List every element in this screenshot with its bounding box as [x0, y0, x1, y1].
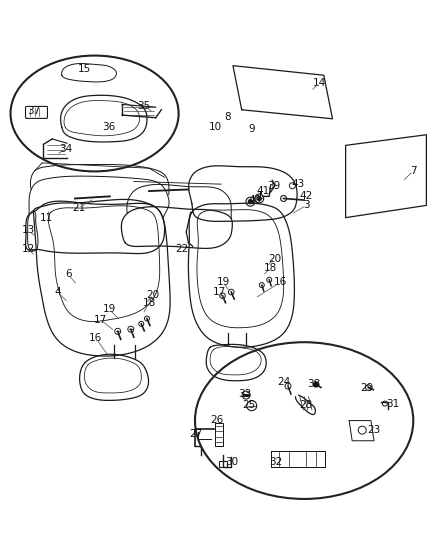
Text: 10: 10 — [209, 122, 222, 132]
Text: 16: 16 — [273, 278, 287, 287]
Circle shape — [248, 200, 252, 204]
Text: 22: 22 — [175, 245, 188, 254]
Bar — [219, 462, 227, 467]
Text: 21: 21 — [72, 203, 85, 213]
Text: 26: 26 — [210, 415, 223, 424]
Text: 28: 28 — [300, 400, 313, 410]
Text: 17: 17 — [212, 287, 226, 297]
Text: 13: 13 — [21, 225, 35, 236]
Text: 43: 43 — [291, 179, 304, 189]
Text: 30: 30 — [226, 457, 239, 467]
Text: 33: 33 — [238, 389, 251, 399]
Text: 4: 4 — [54, 287, 61, 297]
Text: 37: 37 — [27, 107, 40, 116]
Text: 19: 19 — [217, 278, 230, 287]
Text: 23: 23 — [367, 425, 381, 435]
Text: 9: 9 — [248, 124, 255, 134]
Text: 3: 3 — [303, 200, 310, 211]
Text: 24: 24 — [277, 377, 290, 387]
Text: 39: 39 — [267, 181, 280, 191]
Text: 19: 19 — [102, 304, 116, 314]
Text: 7: 7 — [410, 166, 417, 176]
Text: 18: 18 — [142, 297, 156, 308]
Text: 36: 36 — [102, 122, 116, 132]
Text: 41: 41 — [256, 186, 269, 196]
Text: 1: 1 — [257, 191, 264, 201]
Text: 42: 42 — [300, 191, 313, 201]
Text: 25: 25 — [242, 400, 255, 410]
Text: 32: 32 — [269, 457, 283, 467]
Text: 8: 8 — [224, 112, 231, 122]
Bar — [243, 393, 249, 397]
Text: 20: 20 — [268, 254, 282, 263]
Text: 27: 27 — [190, 429, 203, 439]
Circle shape — [314, 382, 318, 387]
Text: 29: 29 — [360, 383, 373, 393]
Text: 34: 34 — [59, 143, 72, 154]
Text: 15: 15 — [78, 64, 91, 74]
Text: 38: 38 — [307, 379, 321, 390]
Text: 31: 31 — [386, 399, 399, 409]
Text: 16: 16 — [89, 333, 102, 343]
Text: 20: 20 — [146, 289, 159, 300]
Circle shape — [257, 197, 261, 200]
Text: 18: 18 — [264, 263, 277, 272]
Text: 14: 14 — [313, 78, 326, 88]
Text: 11: 11 — [40, 213, 53, 223]
Text: 12: 12 — [21, 245, 35, 254]
Text: 17: 17 — [94, 314, 107, 325]
Text: 40: 40 — [248, 195, 261, 205]
Text: 35: 35 — [137, 101, 151, 111]
Text: 6: 6 — [65, 270, 72, 279]
